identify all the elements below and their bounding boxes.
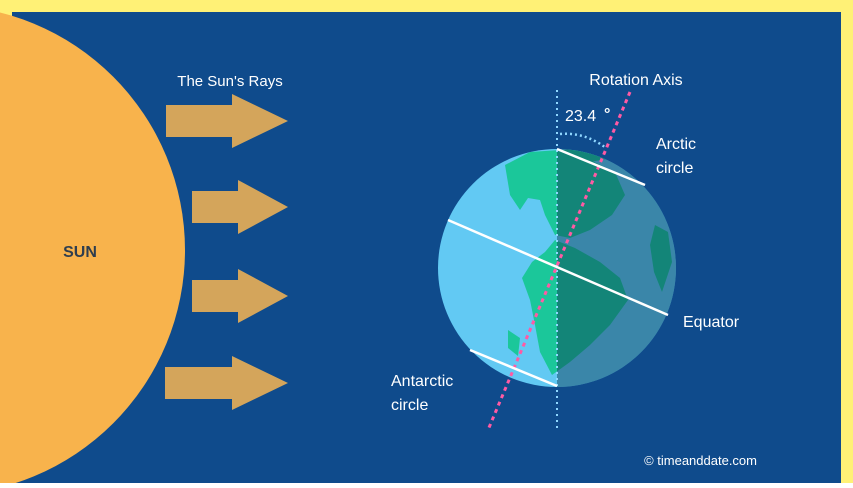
- equator-line: [447, 218, 669, 317]
- sun-ray-arrow-4: [165, 356, 288, 410]
- credit-text: © timeanddate.com: [644, 453, 757, 468]
- continent-africa-edge: [650, 225, 672, 292]
- sun-ray-arrow-2: [192, 180, 288, 234]
- degree-symbol: °: [604, 106, 610, 123]
- island-west: [508, 330, 520, 356]
- rotation-axis-line: [486, 91, 632, 431]
- tilt-angle-value: 23.4: [565, 108, 596, 125]
- arctic-circle-line: [556, 147, 646, 187]
- arctic-label-line2: circle: [656, 160, 693, 177]
- rotation-axis-label: Rotation Axis: [589, 72, 682, 89]
- sun: [0, 12, 185, 488]
- sun-rays-label: The Sun's Rays: [177, 73, 282, 90]
- sun-ray-arrow-3: [192, 269, 288, 323]
- antarctic-circle-line: [469, 348, 558, 388]
- sun-ray-arrow-1: [166, 94, 288, 148]
- antarctic-label-line1: Antarctic: [391, 373, 453, 390]
- sun-label: SUN: [63, 244, 97, 261]
- continent-south-america: [522, 240, 628, 375]
- arctic-label-line1: Arctic: [656, 136, 696, 153]
- equator-label: Equator: [683, 314, 740, 331]
- antarctic-label-line2: circle: [391, 397, 428, 414]
- continent-north-america: [505, 150, 625, 238]
